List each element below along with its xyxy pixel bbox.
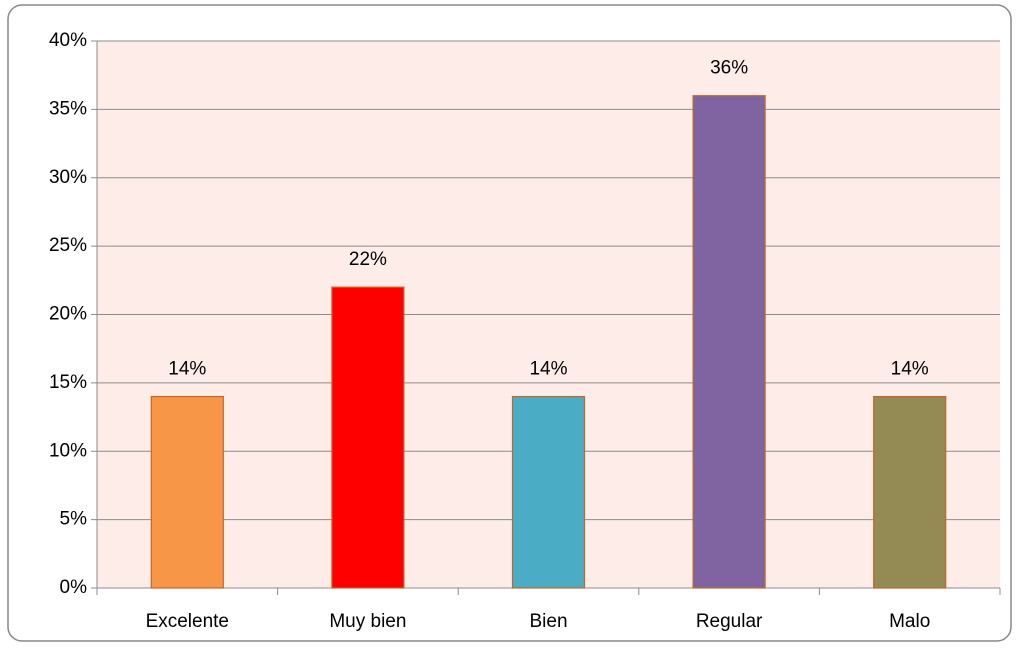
x-tick-label: Excelente (146, 611, 229, 632)
y-tick-label: 0% (60, 577, 88, 598)
y-tick-label: 10% (49, 440, 87, 461)
bar (873, 395, 947, 589)
y-tick-label: 30% (49, 167, 87, 188)
x-tick-label: Bien (529, 611, 567, 632)
data-label: 14% (168, 359, 206, 380)
bar (331, 286, 405, 589)
x-tick-label: Malo (889, 611, 930, 632)
y-tick-label: 25% (49, 235, 87, 256)
y-tick-label: 5% (60, 509, 88, 530)
data-label: 36% (710, 58, 748, 79)
bar (692, 95, 766, 589)
x-tick-label: Muy bien (329, 611, 406, 632)
y-tick-label: 40% (49, 30, 87, 51)
bar (511, 395, 586, 589)
data-label: 14% (529, 359, 567, 380)
bar (150, 395, 224, 589)
y-tick-label: 15% (49, 372, 87, 393)
y-tick-label: 20% (49, 304, 87, 325)
data-label: 14% (891, 359, 929, 380)
x-tick-label: Regular (696, 611, 763, 632)
y-tick-label: 35% (49, 98, 87, 119)
data-label: 22% (349, 249, 387, 270)
